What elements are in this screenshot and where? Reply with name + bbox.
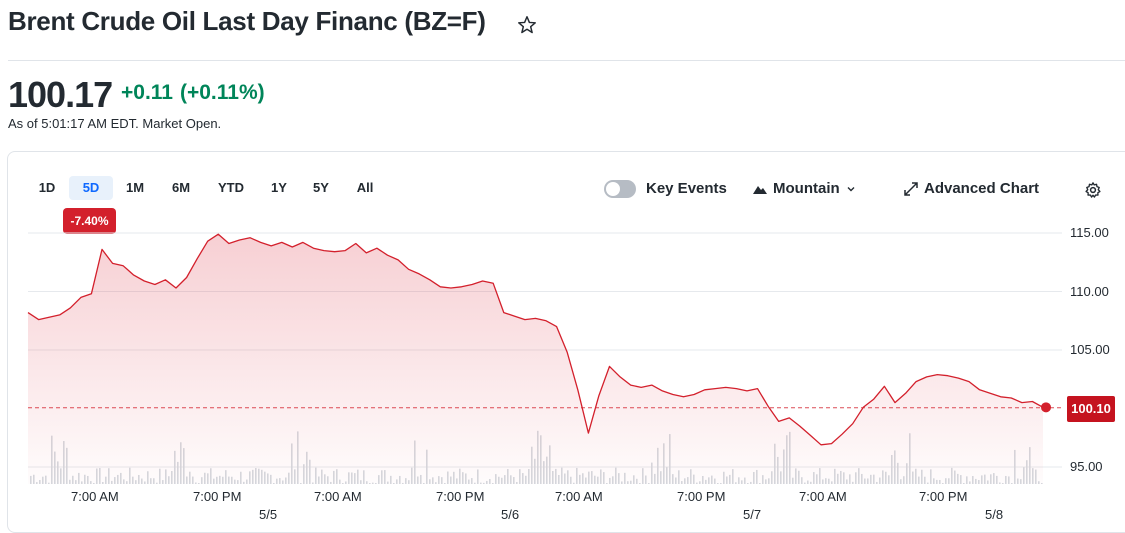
y-tick-label: 105.00 xyxy=(1070,342,1110,357)
y-tick-label: 110.00 xyxy=(1070,284,1109,299)
range-ytd[interactable]: YTD xyxy=(218,180,244,195)
market-status: As of 5:01:17 AM EDT. Market Open. xyxy=(8,116,222,131)
price-area xyxy=(28,234,1043,484)
range-5y[interactable]: 5Y xyxy=(313,180,329,195)
price-line xyxy=(27,233,1044,446)
price-change: +0.11 xyxy=(121,81,173,104)
date-label: 5/5 xyxy=(259,507,278,522)
date-label: 5/6 xyxy=(501,507,520,522)
last-price-label: 100.10 xyxy=(1067,396,1115,422)
toggle-knob xyxy=(606,182,620,196)
x-tick-label: 7:00 PM xyxy=(919,489,968,504)
page-title: Brent Crude Oil Last Day Financ (BZ=F) xyxy=(8,6,486,36)
advanced-chart-link[interactable]: Advanced Chart xyxy=(904,180,1039,197)
key-events-toggle[interactable] xyxy=(604,180,636,198)
price-change-percent: (+0.11%) xyxy=(180,81,265,104)
gear-icon[interactable] xyxy=(1084,181,1102,199)
range-1d[interactable]: 1D xyxy=(38,180,56,195)
advanced-chart-label: Advanced Chart xyxy=(924,180,1040,197)
price-chart[interactable] xyxy=(0,0,1125,522)
x-tick-label: 7:00 PM xyxy=(436,489,485,504)
x-tick-label: 7:00 AM xyxy=(314,489,362,504)
x-tick-label: 7:00 AM xyxy=(71,489,119,504)
date-label: 5/8 xyxy=(985,507,1004,522)
y-tick-label: 95.00 xyxy=(1070,459,1103,474)
x-tick-label: 7:00 PM xyxy=(193,489,242,504)
mountain-icon xyxy=(753,185,767,194)
range-1y[interactable]: 1Y xyxy=(271,180,287,195)
date-label: 5/7 xyxy=(743,507,762,522)
current-price: 100.17 xyxy=(8,74,113,115)
star-icon[interactable] xyxy=(516,14,538,36)
x-tick-label: 7:00 AM xyxy=(799,489,847,504)
chart-type-button[interactable]: Mountain xyxy=(753,180,856,197)
chart-type-label: Mountain xyxy=(773,180,840,197)
range-1m[interactable]: 1M xyxy=(125,180,145,195)
key-events-label: Key Events xyxy=(646,180,727,197)
header-divider xyxy=(8,60,1125,61)
y-tick-label: 115.00 xyxy=(1070,225,1109,240)
x-tick-label: 7:00 PM xyxy=(677,489,726,504)
expand-icon xyxy=(904,181,918,196)
last-price-dot xyxy=(1041,402,1051,413)
range-6m[interactable]: 6M xyxy=(171,180,191,195)
range-5d[interactable]: 5D xyxy=(69,176,113,200)
range-all[interactable]: All xyxy=(356,180,374,195)
chevron-down-icon xyxy=(847,186,855,191)
range-change-badge: -7.40% xyxy=(63,208,116,234)
x-tick-label: 7:00 AM xyxy=(555,489,603,504)
